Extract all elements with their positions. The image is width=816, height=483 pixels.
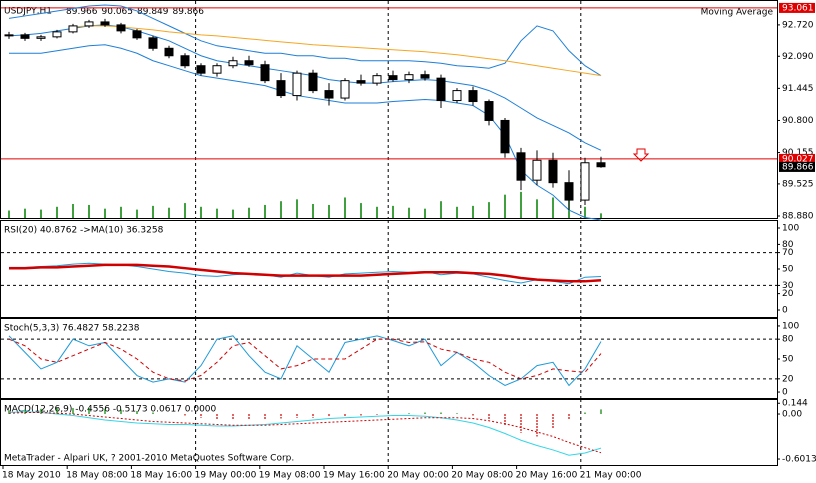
x-tick-label: 19 May 08:00 (259, 471, 321, 481)
y-tick-label: 91.445 (782, 84, 814, 94)
indicator-line (72, 25, 602, 77)
candle-body (516, 152, 526, 181)
candle-body (228, 60, 238, 67)
x-tick-label: 20 May 16:00 (516, 471, 578, 481)
y-tick-label: 0.00 (782, 410, 802, 420)
candle-body (596, 162, 606, 168)
indicator-line (9, 263, 602, 283)
candle-body (404, 74, 414, 81)
y-tick-label: 0.144 (782, 399, 808, 409)
level-tag (779, 2, 815, 13)
y-tick-label: 0 (782, 388, 788, 398)
y-tick-label: 50 (782, 355, 794, 365)
level-tag-label: 93.061 (782, 3, 814, 13)
candle-body (308, 72, 318, 92)
candle-body (340, 80, 350, 99)
candle-body (356, 80, 366, 84)
candle-body (148, 37, 158, 49)
footer: MetaTrader - Alpari UK, ? 2001-2010 Meta… (4, 454, 294, 464)
y-tick-label: 70 (782, 248, 794, 258)
candle-body (420, 74, 430, 79)
panel-title: USDJPY,H1 (4, 7, 52, 17)
ohlc-value: 89.866 (173, 7, 205, 17)
indicator-line (8, 411, 602, 456)
candle-body (52, 31, 62, 38)
x-tick-label: 19 May 00:00 (195, 471, 257, 481)
candle-body (132, 30, 142, 39)
x-tick-label: 20 May 00:00 (387, 471, 449, 481)
candle-body (100, 21, 110, 26)
main-frame (0, 0, 778, 219)
x-tick-label: 21 May 00:00 (580, 471, 642, 481)
x-tick-label: 20 May 08:00 (451, 471, 513, 481)
x-tick-label: 18 May 2010 (2, 471, 61, 481)
ohlc-value: 89.966 (66, 7, 98, 17)
y-tick-label: 89.525 (782, 179, 814, 189)
ohlc-value: 89.849 (137, 7, 169, 17)
candle-body (84, 21, 94, 27)
price-tag (779, 161, 815, 172)
candle-body (212, 65, 222, 74)
level-tag (779, 153, 815, 164)
y-tick-label: 100 (782, 321, 799, 331)
candle-body (500, 119, 510, 154)
candle-body (164, 47, 174, 57)
candle-body (548, 159, 558, 184)
level-tag-label: 90.027 (782, 154, 814, 164)
candle-body (292, 72, 302, 97)
y-tick-label: 92.720 (782, 20, 814, 30)
price-tag-label: 89.866 (782, 162, 814, 172)
panel-title: RSI(20) 40.8762 ->MA(10) 36.3258 (4, 226, 164, 236)
y-tick-label: 90.800 (782, 116, 814, 126)
candle-body (452, 90, 462, 102)
y-tick-label: -0.6013 (782, 455, 816, 465)
candle-body (20, 34, 30, 39)
y-tick-label: 80 (782, 335, 794, 345)
x-tick-label: 18 May 08:00 (66, 471, 128, 481)
sell-arrow (632, 148, 650, 162)
candle-body (532, 159, 542, 181)
candle-body (564, 182, 574, 201)
candle-body (68, 25, 78, 33)
candle-body (484, 101, 494, 121)
y-tick-label: 20 (782, 289, 794, 299)
candle-body (4, 34, 14, 37)
indicator-line (8, 335, 602, 387)
candle-body (388, 75, 398, 81)
candle-body (36, 36, 46, 39)
candle-body (436, 77, 446, 102)
y-tick-label: 90.155 (782, 148, 814, 158)
y-tick-label: 88.880 (782, 212, 814, 222)
y-tick-label: 100 (782, 223, 799, 233)
ohlc-value: 90.065 (102, 7, 134, 17)
candle-body (372, 75, 382, 84)
candle-body (180, 55, 190, 67)
candle-body (276, 80, 286, 97)
y-tick-label: 0 (782, 306, 788, 316)
y-tick-label: 50 (782, 265, 794, 275)
candle-body (196, 65, 206, 74)
indicator-label: Moving Average (701, 8, 774, 18)
y-tick-label: 80 (782, 240, 794, 250)
candle-body (116, 24, 126, 32)
candle-body (468, 90, 478, 103)
ohlc-header: 89.966 90.065 89.849 89.866 (66, 7, 204, 17)
x-tick-label: 19 May 16:00 (323, 471, 385, 481)
indicator-line (8, 412, 602, 454)
x-tick-label: 18 May 16:00 (130, 471, 192, 481)
y-tick-label: 20 (782, 374, 794, 384)
panel-title: Stoch(5,3,3) 76.4827 58.2238 (4, 324, 140, 334)
candle-body (324, 90, 334, 99)
candle-body (580, 162, 590, 201)
indicator-line (8, 4, 602, 77)
macd-frame (0, 399, 778, 466)
panel-title: MACD(12,26,9) -0.4556 -0.5173 0.0617 0.0… (4, 405, 217, 415)
y-tick-label: 30 (782, 281, 794, 291)
candle-body (260, 64, 270, 82)
candle-body (244, 60, 254, 66)
y-tick-label: 92.090 (782, 52, 814, 62)
